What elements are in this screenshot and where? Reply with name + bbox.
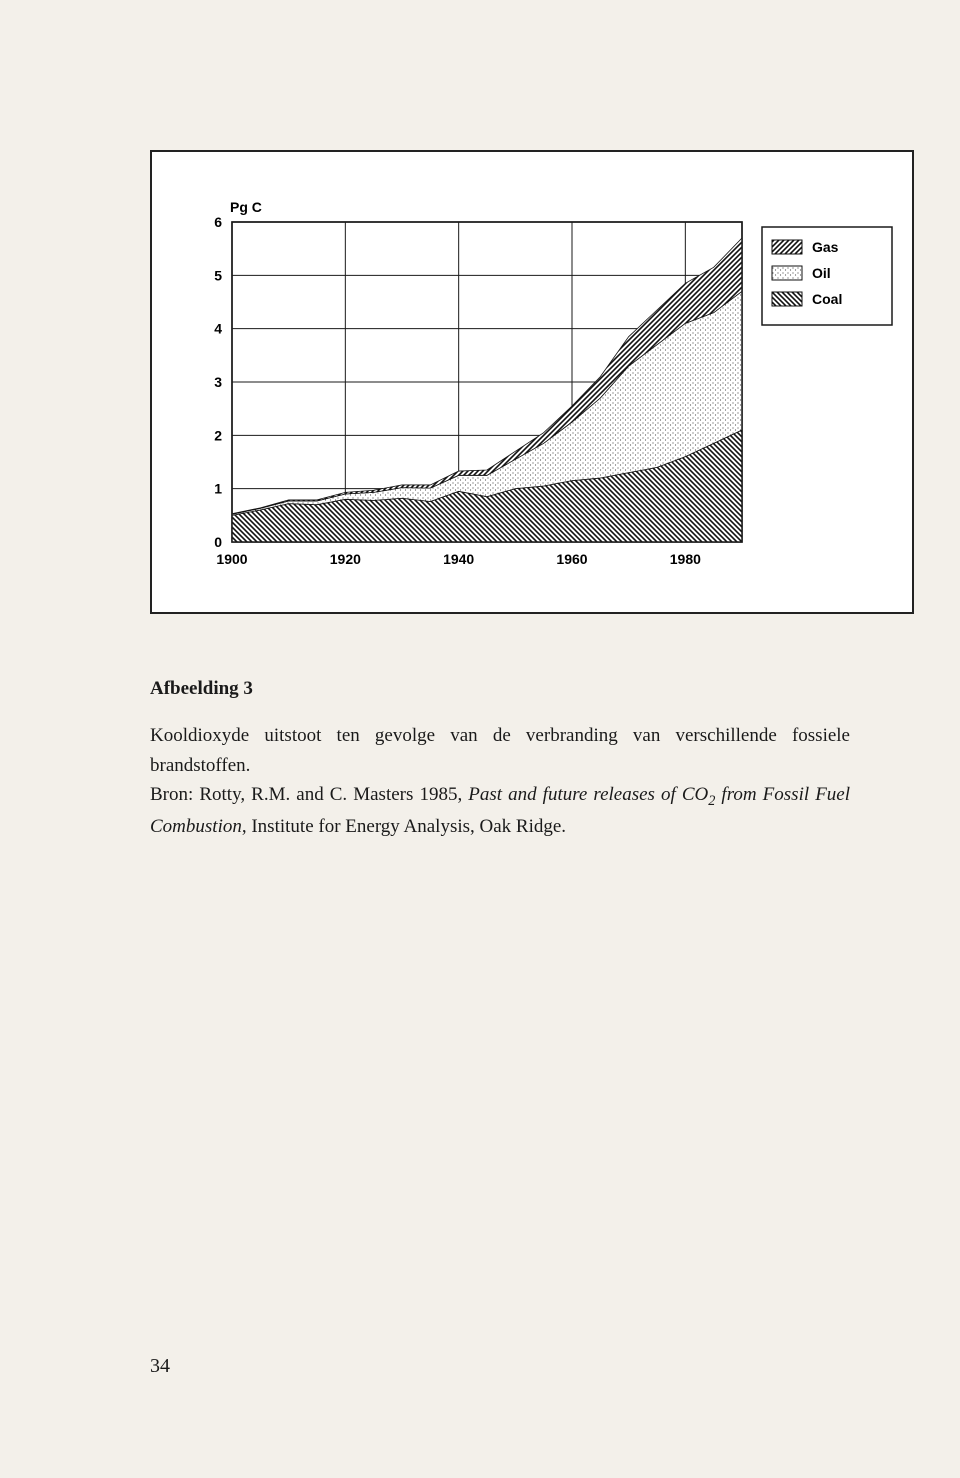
chart-frame: Pg C 0 1 2 3 4 5 6 1900 1920 1940 1960 1980 Gas Oil C… [150,150,914,614]
svg-text:6: 6 [214,214,222,230]
svg-text:1980: 1980 [670,551,701,567]
svg-text:3: 3 [214,374,222,390]
figure-title: Afbeelding 3 [150,674,850,703]
page-number: 34 [150,1355,170,1378]
svg-text:Oil: Oil [812,265,831,281]
legend: Gas Oil Coal [762,227,892,325]
svg-text:1: 1 [214,481,222,497]
svg-text:4: 4 [214,321,222,337]
caption-block: Afbeelding 3 Kooldioxyde uitstoot ten ge… [150,674,850,842]
svg-text:Gas: Gas [812,239,839,255]
figure-description: Kooldioxyde uitstoot ten gevolge van de … [150,721,850,841]
area-chart: Pg C 0 1 2 3 4 5 6 1900 1920 1940 1960 1980 Gas Oil C… [152,152,912,612]
source-suffix: , Institute for Energy Analysis, Oak Rid… [242,816,566,837]
svg-text:2: 2 [214,427,222,443]
svg-text:Coal: Coal [812,291,842,307]
svg-text:1940: 1940 [443,551,474,567]
svg-text:0: 0 [214,534,222,550]
plot-area: 0 1 2 3 4 5 6 1900 1920 1940 1960 1980 [214,214,742,567]
svg-text:1900: 1900 [216,551,247,567]
caption-para1: Kooldioxyde uitstoot ten gevolge van de … [150,725,850,775]
svg-text:1920: 1920 [330,551,361,567]
y-axis-title: Pg C [230,199,262,215]
scanned-page: Pg C 012345619001920194019601980 GasOilC… [0,0,960,1478]
svg-text:1960: 1960 [556,551,587,567]
source-prefix: Bron: Rotty, R.M. and C. Masters 1985, [150,784,468,805]
source-italic-1: Past and future releases of CO [468,784,708,805]
svg-text:5: 5 [214,267,222,283]
